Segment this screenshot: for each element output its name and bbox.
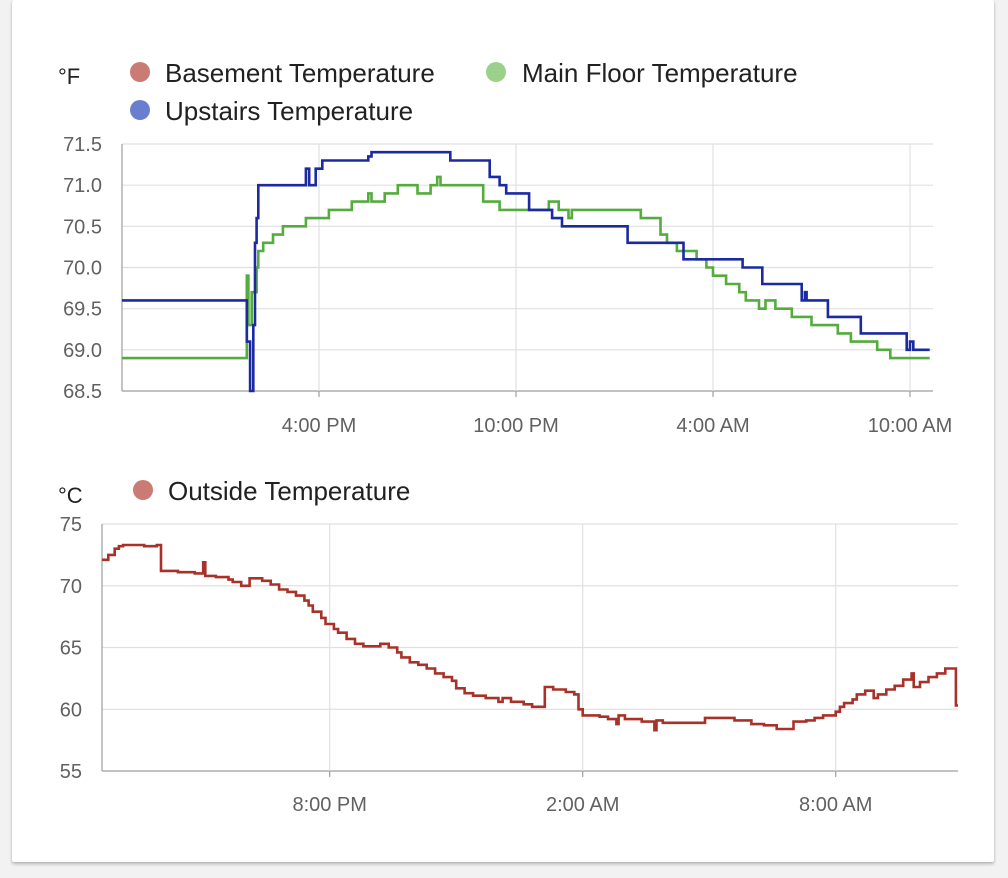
y-tick-label: 71.0 — [63, 175, 102, 197]
chart-2-unit: °C — [58, 483, 83, 508]
legend-item-main-floor[interactable]: Main Floor Temperature — [486, 58, 798, 88]
series-line-0[interactable] — [102, 543, 958, 732]
x-tick-label: 4:00 AM — [676, 415, 749, 437]
y-tick-label: 69.0 — [63, 340, 102, 362]
legend-dot-outside — [133, 480, 153, 500]
chart-1-unit: °F — [58, 64, 80, 89]
legend-dot-basement — [130, 62, 150, 82]
legend-item-upstairs[interactable]: Upstairs Temperature — [130, 96, 413, 126]
y-tick-label: 70 — [60, 576, 82, 598]
x-tick-label: 10:00 PM — [473, 415, 559, 437]
series-line-2[interactable] — [122, 150, 930, 393]
y-tick-label: 70.0 — [63, 258, 102, 280]
legend-label-outside: Outside Temperature — [168, 476, 410, 506]
legend-item-outside[interactable]: Outside Temperature — [133, 476, 410, 506]
legend-label-basement: Basement Temperature — [165, 58, 435, 88]
x-tick-label: 8:00 PM — [292, 794, 366, 816]
fahrenheit-chart: °F Basement Temperature Main Floor Tempe… — [58, 58, 952, 437]
y-tick-label: 71.5 — [63, 134, 102, 156]
x-tick-label: 4:00 PM — [282, 415, 356, 437]
legend-dot-main-floor — [486, 62, 506, 82]
y-tick-label: 75 — [60, 514, 82, 536]
legend-label-upstairs: Upstairs Temperature — [165, 96, 413, 126]
celsius-chart: °C Outside Temperature 75 70 65 60 55 8:00 P… — [58, 476, 958, 816]
x-tick-label: 2:00 AM — [546, 794, 619, 816]
y-tick-label: 69.5 — [63, 299, 102, 321]
series-line-1[interactable] — [122, 175, 930, 360]
y-tick-label: 68.5 — [63, 381, 102, 403]
x-tick-label: 10:00 AM — [868, 415, 953, 437]
y-tick-label: 60 — [60, 699, 82, 721]
y-tick-label: 70.5 — [63, 216, 102, 238]
legend-label-main-floor: Main Floor Temperature — [522, 58, 798, 88]
legend-item-basement[interactable]: Basement Temperature — [130, 58, 435, 88]
x-tick-label: 8:00 AM — [799, 794, 872, 816]
y-tick-label: 65 — [60, 638, 82, 660]
y-tick-label: 55 — [60, 761, 82, 783]
legend-dot-upstairs — [130, 100, 150, 120]
